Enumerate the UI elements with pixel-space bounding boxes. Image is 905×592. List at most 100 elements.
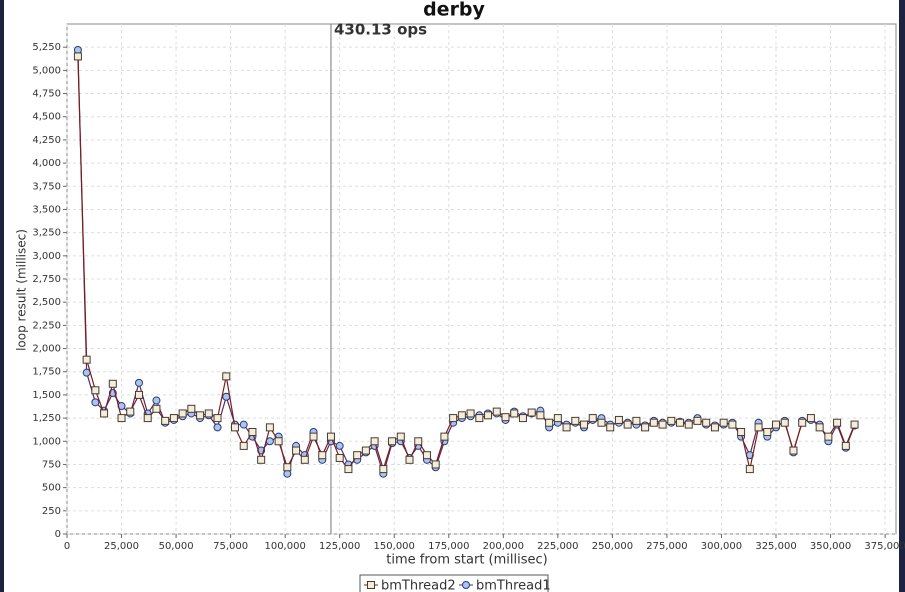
- data-point: [73, 45, 82, 54]
- data-point: [815, 423, 824, 432]
- data-point: [614, 415, 623, 424]
- data-point: [335, 441, 344, 450]
- data-point: [798, 418, 807, 427]
- data-point: [248, 428, 257, 436]
- y-tick-label: 1,750: [32, 367, 61, 378]
- data-point: [213, 423, 222, 432]
- data-point: [754, 423, 763, 432]
- data-point: [100, 409, 109, 418]
- data-point: [545, 418, 554, 427]
- y-tick-label: 2,250: [32, 320, 61, 331]
- data-point: [728, 420, 737, 429]
- data-point: [257, 455, 266, 464]
- data-point: [536, 411, 545, 420]
- legend-label: bmThread1: [476, 579, 551, 592]
- data-point: [588, 414, 597, 423]
- data-point: [658, 420, 667, 429]
- series: [73, 52, 859, 474]
- x-tick-label: 250,000: [592, 541, 633, 552]
- y-tick-label: 3,750: [32, 181, 61, 192]
- data-point: [108, 379, 117, 388]
- data-point: [91, 386, 100, 395]
- x-tick-label: 325,000: [755, 541, 796, 552]
- legend-marker: [367, 581, 375, 589]
- y-tick-label: 1,250: [32, 413, 61, 424]
- data-point: [161, 416, 170, 425]
- grid: 0 250 500 750 1,000 1,250 1,500 1,750 2,000 2,250…: [32, 21, 905, 553]
- y-tick-label: 4,750: [32, 89, 61, 100]
- data-point: [580, 420, 589, 429]
- marker-label: 430.13 ops: [334, 21, 427, 39]
- y-tick-label: 2,000: [32, 344, 61, 355]
- data-point: [763, 428, 772, 436]
- data-point: [117, 414, 126, 423]
- data-point: [693, 416, 702, 425]
- data-point: [91, 398, 100, 407]
- data-point: [824, 432, 833, 441]
- y-tick-label: 5,000: [32, 65, 61, 76]
- legend-box: [359, 574, 549, 592]
- data-point: [239, 420, 248, 429]
- data-point: [422, 451, 431, 460]
- x-tick-label: 350,000: [810, 541, 851, 552]
- data-point: [239, 441, 248, 450]
- data-point: [379, 465, 388, 474]
- data-point: [370, 437, 379, 446]
- data-point: [518, 414, 527, 423]
- y-tick-label: 1,500: [32, 390, 61, 401]
- data-point: [684, 420, 693, 429]
- data-point: [361, 446, 370, 455]
- x-axis-label: time from start (millisec): [386, 553, 547, 568]
- data-point: [414, 437, 423, 446]
- data-point: [265, 437, 274, 446]
- window-edge: [899, 0, 905, 592]
- data-point: [449, 414, 458, 423]
- data-point: [318, 451, 327, 460]
- data-point: [667, 416, 676, 425]
- x-tick-label: 175,000: [428, 541, 469, 552]
- data-point: [597, 418, 606, 427]
- data-point: [789, 446, 798, 455]
- data-point: [806, 414, 815, 423]
- data-point: [780, 418, 789, 427]
- data-point: [178, 409, 187, 418]
- window-edge: [0, 0, 4, 592]
- data-point: [152, 396, 161, 405]
- data-point: [510, 409, 519, 418]
- data-point: [169, 414, 178, 423]
- data-point: [126, 407, 135, 416]
- data-point: [431, 460, 440, 469]
- x-tick-label: 75,000: [213, 541, 248, 552]
- data-point: [719, 418, 728, 427]
- chart-title: derby: [423, 0, 485, 21]
- x-tick-label: 125,000: [319, 541, 360, 552]
- y-tick-label: 1,000: [32, 436, 61, 447]
- x-tick-label: 375,000: [864, 541, 905, 552]
- series-layer: [73, 45, 859, 478]
- x-tick-label: 275,000: [646, 541, 687, 552]
- x-tick-label: 25,000: [104, 541, 139, 552]
- legend-label: bmThread2: [381, 579, 456, 592]
- data-point: [710, 423, 719, 432]
- data-point: [73, 52, 82, 61]
- data-point: [649, 418, 658, 427]
- x-tick-label: 50,000: [159, 541, 194, 552]
- data-point: [134, 390, 143, 399]
- data-point: [152, 404, 161, 413]
- x-tick-label: 225,000: [537, 541, 578, 552]
- y-tick-label: 3,000: [32, 251, 61, 262]
- data-point: [344, 465, 353, 474]
- y-tick-label: 3,500: [32, 204, 61, 215]
- data-point: [405, 455, 414, 464]
- data-point: [388, 437, 397, 446]
- data-point: [309, 432, 318, 441]
- data-point: [283, 463, 292, 472]
- data-point: [134, 378, 143, 387]
- data-point: [335, 453, 344, 462]
- data-point: [213, 414, 222, 423]
- data-point: [553, 414, 562, 423]
- data-point: [265, 423, 274, 432]
- data-point: [222, 392, 231, 401]
